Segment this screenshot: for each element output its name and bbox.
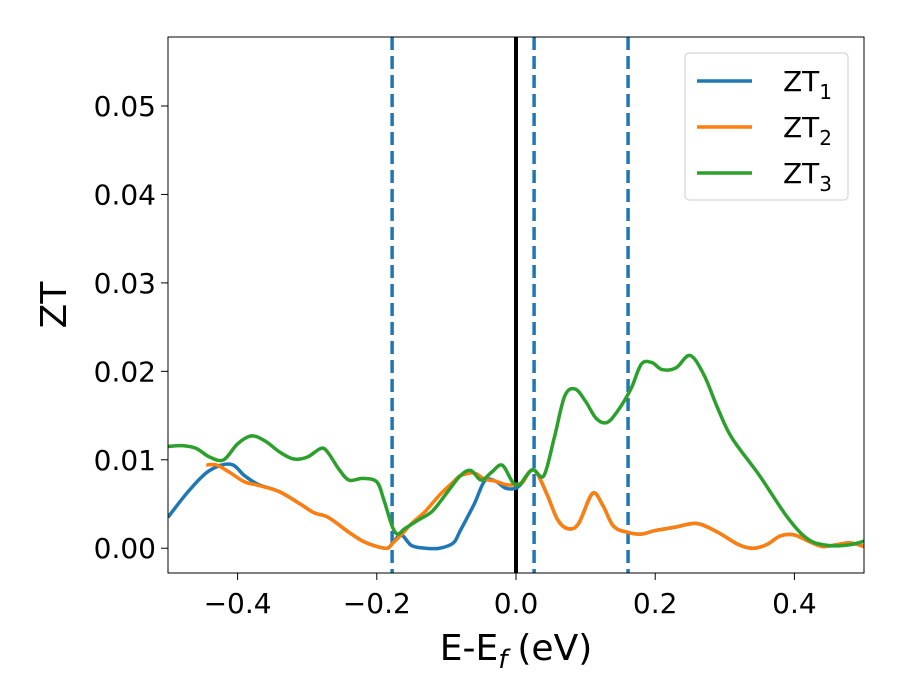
x-tick-label: −0.2 (343, 587, 411, 620)
x-axis-label-unit: (eV) (517, 628, 592, 669)
plot-area (167, 36, 865, 574)
x-axis-label: E-Ef (eV) (440, 628, 593, 675)
legend-label-main: ZT (783, 157, 820, 190)
x-axis-ticks: −0.4 −0.2 0.0 0.2 0.4 (204, 573, 817, 620)
legend-label-subscript: 1 (819, 80, 832, 104)
series-group (168, 353, 864, 551)
x-tick-label: −0.4 (204, 587, 272, 620)
x-axis-label-main: E-E (440, 628, 498, 669)
legend-label-main: ZT (783, 65, 820, 98)
y-axis-ticks: 0.00 0.01 0.02 0.03 0.04 0.05 (94, 90, 168, 565)
legend-label-subscript: 2 (819, 126, 832, 150)
x-tick-label: 0.0 (494, 587, 539, 620)
y-tick-label: 0.00 (94, 532, 156, 565)
x-axis-label-subscript: f (498, 645, 511, 675)
legend-box (684, 52, 849, 201)
y-tick-label: 0.01 (94, 444, 156, 477)
y-axis-label: ZT (34, 281, 75, 329)
x-tick-label: 0.2 (633, 587, 678, 620)
y-tick-label: 0.03 (94, 267, 156, 300)
legend-label-3: ZT3 (783, 157, 832, 196)
legend-label-1: ZT1 (783, 65, 832, 104)
series-line-3 (168, 353, 864, 548)
legend-label-main: ZT (783, 111, 820, 144)
y-tick-label: 0.05 (94, 90, 156, 123)
legend-label-2: ZT2 (783, 111, 832, 150)
y-tick-label: 0.04 (94, 178, 156, 211)
y-tick-label: 0.02 (94, 355, 156, 388)
x-tick-label: 0.4 (772, 587, 817, 620)
legend-label-subscript: 3 (819, 172, 832, 196)
